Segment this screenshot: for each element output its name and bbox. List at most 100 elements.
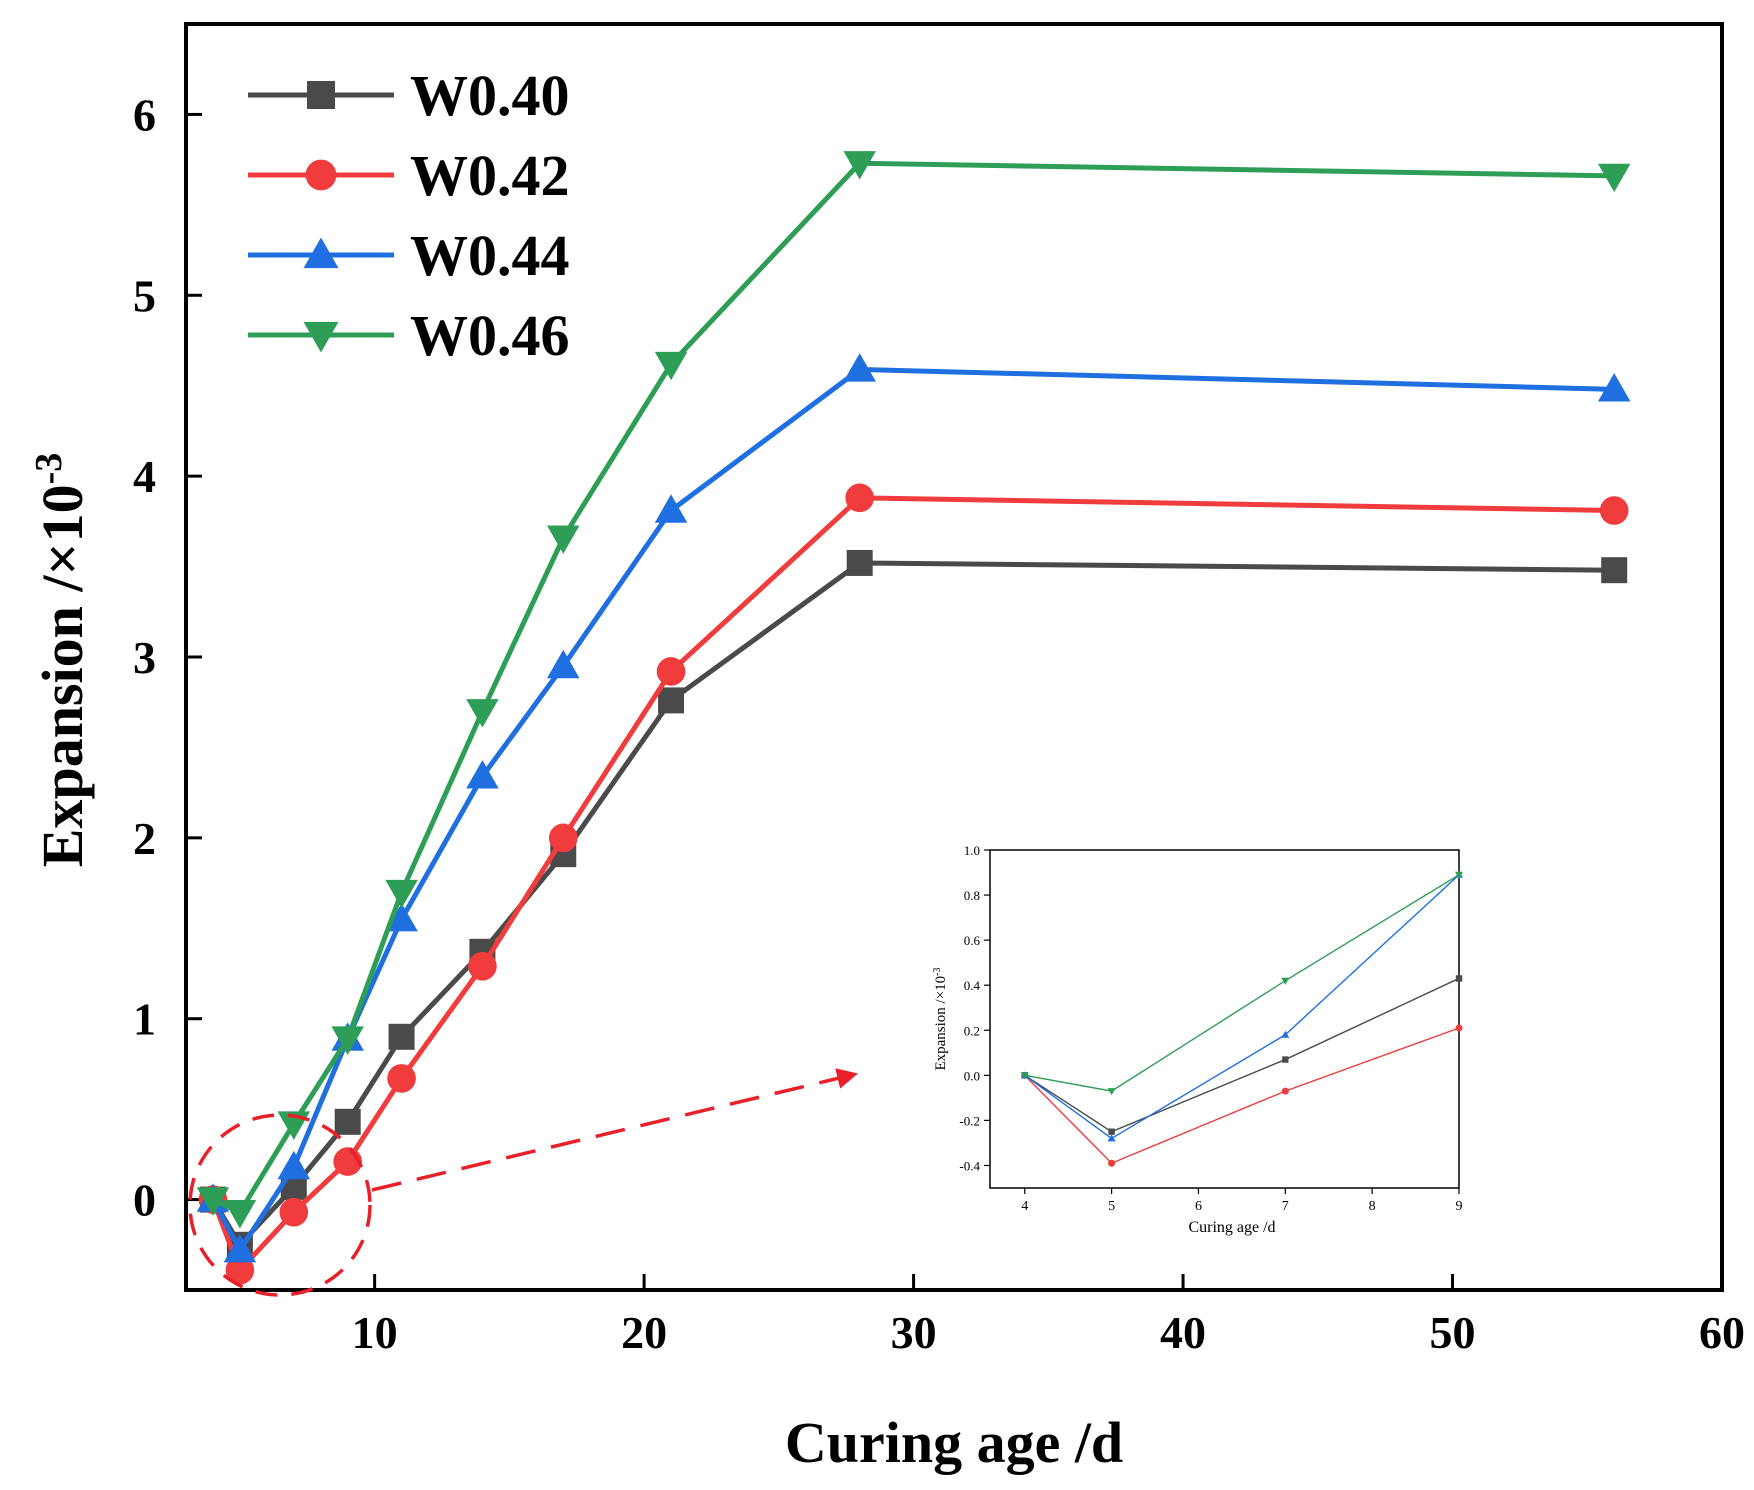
inset-y-axis-title: Expansion /×10-3: [932, 967, 950, 1070]
series-line: [210, 366, 1615, 1253]
inset-series-line: [1024, 874, 1460, 1092]
y-tick-label: 3: [133, 632, 156, 683]
inset-x-axis-title: Curing age /d: [1188, 1219, 1275, 1236]
data-point: [1599, 496, 1629, 525]
inset-series: [1020, 870, 1463, 1167]
data-point: [845, 483, 874, 513]
legend-marker: [303, 237, 339, 269]
y-tick-label: 2: [133, 813, 156, 864]
inset-data-point: [1108, 1159, 1116, 1167]
series-line: [210, 560, 1615, 1248]
series-line: [211, 160, 1615, 1215]
inset-y-tick-label: 0.4: [964, 978, 981, 993]
data-point: [654, 494, 688, 523]
inset-data-point: [1455, 1024, 1463, 1032]
x-axis-title: Curing age /d: [785, 1410, 1123, 1475]
legend-label: W0.40: [410, 63, 570, 128]
inset-y-tick-label: 0.0: [964, 1068, 980, 1083]
main-series: [196, 151, 1631, 1285]
zoom-callout: [188, 1068, 859, 1297]
inset-x-tick-label: 8: [1369, 1199, 1376, 1214]
inset-data-point: [1108, 1128, 1115, 1135]
legend-item: W0.44: [248, 223, 570, 288]
data-point: [196, 1187, 230, 1216]
data-point: [466, 760, 499, 789]
data-point: [468, 951, 497, 981]
data-point: [387, 1064, 416, 1093]
legend-item: W0.40: [248, 63, 570, 128]
inset-series-line: [1024, 1027, 1460, 1165]
inset-data-point: [1281, 1030, 1290, 1038]
inset-y-tick-label: 0.2: [964, 1023, 980, 1038]
legend: W0.40 W0.42 W0.44 W0.46: [248, 63, 570, 368]
legend-item: W0.42: [248, 143, 570, 208]
inset-x-tick-label: 7: [1282, 1199, 1289, 1214]
data-point: [385, 902, 418, 932]
inset-data-point: [1282, 1056, 1289, 1063]
data-point: [656, 657, 686, 686]
data-point: [466, 699, 499, 728]
y-tick-label: 4: [133, 451, 156, 502]
y-axis-title: Expansion /×10-3: [28, 453, 95, 867]
data-point: [223, 1233, 257, 1263]
x-tick-label: 20: [621, 1307, 667, 1358]
inset-chart: 4 5 6 7 8 9 -0.4 -0.2 0.0 0.2 0.4 0.6 0.8 1.0 Curing …: [932, 843, 1463, 1236]
x-tick-label: 60: [1699, 1307, 1745, 1358]
y-tick-label: 1: [133, 994, 156, 1045]
data-point: [334, 1108, 361, 1135]
data-point: [388, 1023, 415, 1050]
data-point: [1601, 557, 1628, 584]
data-point: [331, 1026, 364, 1055]
inset-data-point: [1455, 871, 1463, 879]
main-axis-ticks: 10 20 30 40 50 60 0 1 2 3 4 5 6: [133, 89, 1745, 1358]
inset-x-tick-label: 4: [1021, 1199, 1028, 1214]
series-line: [210, 495, 1615, 1273]
y-axis-title-exponent: -3: [28, 453, 70, 485]
series-W0.46: [196, 151, 1631, 1229]
inset-y-tick-label: 0.6: [964, 933, 981, 948]
legend-label: W0.42: [410, 143, 570, 208]
y-axis-title-main: Expansion /×10: [30, 484, 95, 867]
y-tick-label: 6: [133, 89, 156, 140]
series-W0.44: [196, 353, 1631, 1263]
data-point: [843, 353, 876, 382]
inset-y-tick-label: 0.8: [964, 888, 980, 903]
data-point: [1597, 163, 1631, 193]
inset-series-W0.46: [1020, 871, 1463, 1096]
inset-x-tick-label: 5: [1108, 1199, 1115, 1214]
inset-data-point: [1281, 977, 1290, 985]
zoom-arrow: [371, 1068, 859, 1192]
zoom-circle: [188, 1113, 372, 1297]
inset-x-tick-label: 9: [1456, 1199, 1463, 1214]
data-point: [277, 1150, 311, 1180]
legend-label: W0.46: [410, 303, 570, 368]
data-point: [1597, 373, 1631, 402]
inset-y-tick-label: 1.0: [964, 843, 980, 858]
inset-y-axis-title-main: Expansion /×10: [933, 976, 949, 1071]
legend-marker: [303, 321, 339, 353]
data-point: [658, 687, 685, 714]
legend-marker: [307, 81, 335, 109]
data-point: [843, 151, 876, 180]
x-tick-label: 40: [1160, 1307, 1206, 1358]
legend-marker: [305, 159, 337, 191]
inset-series-line: [1024, 874, 1460, 1140]
data-point: [654, 351, 688, 381]
data-point: [279, 1197, 309, 1227]
data-point: [223, 1200, 257, 1229]
inset-x-tick-label: 6: [1195, 1199, 1202, 1214]
y-tick-label: 5: [133, 270, 156, 321]
inset-data-point: [1020, 1072, 1029, 1080]
inset-data-point: [1107, 1134, 1116, 1142]
legend-item: W0.46: [248, 303, 570, 368]
series-W0.42: [198, 483, 1629, 1285]
data-point: [846, 549, 873, 576]
data-point: [225, 1255, 255, 1285]
data-point: [385, 879, 418, 909]
inset-data-point: [1281, 1087, 1289, 1095]
data-point: [547, 649, 580, 679]
inset-y-tick-label: -0.4: [959, 1158, 980, 1173]
inset-axis-ticks: 4 5 6 7 8 9 -0.4 -0.2 0.0 0.2 0.4 0.6 0.8 1.0: [959, 843, 1462, 1214]
